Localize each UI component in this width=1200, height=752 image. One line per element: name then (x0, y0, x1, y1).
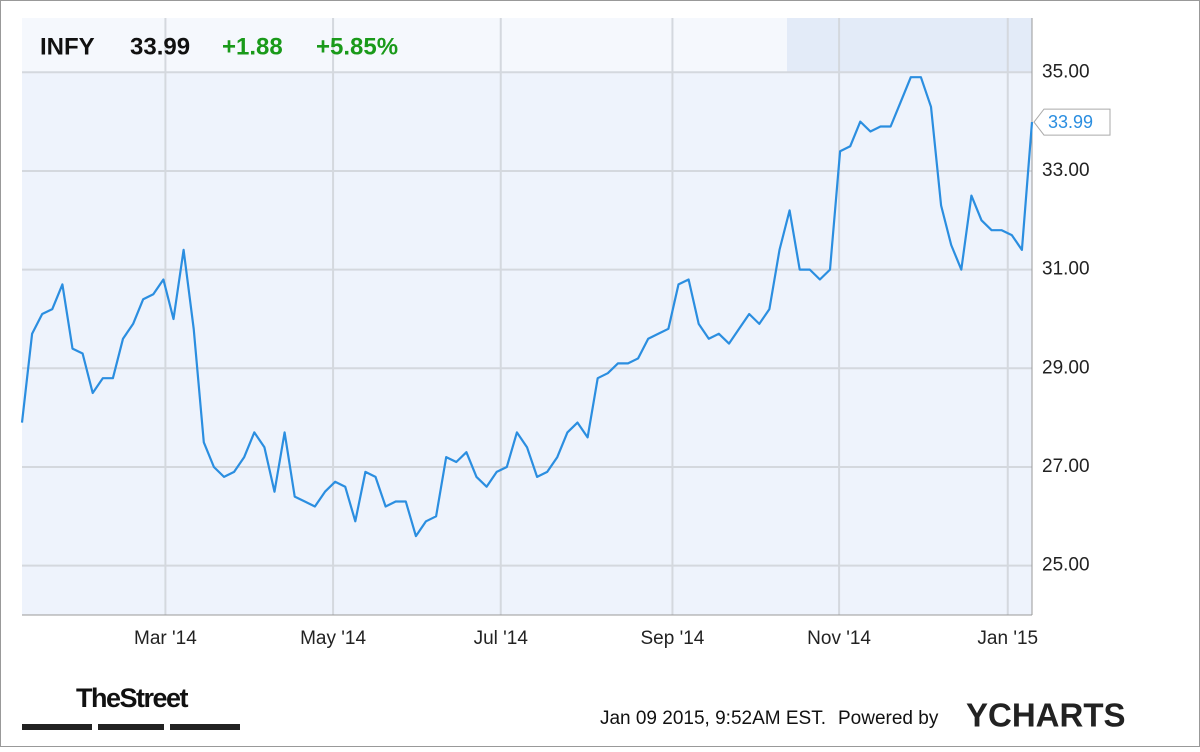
plot-area (22, 18, 1032, 615)
y-tick-label: 31.00 (1042, 259, 1090, 280)
logo-bar (22, 724, 92, 730)
y-tick-label: 25.00 (1042, 555, 1090, 576)
price-flag (1033, 108, 1111, 136)
price: 33.99 (130, 33, 190, 60)
y-tick-label: 33.00 (1042, 160, 1090, 181)
logo-bar (170, 724, 240, 730)
change: +1.88 (222, 33, 283, 60)
x-tick-label: Sep '14 (641, 628, 705, 649)
header-box (22, 18, 787, 72)
powered-by: Powered by (838, 708, 939, 729)
logo-bar (98, 724, 164, 730)
price-line (20, 76, 1034, 538)
x-tick-label: Jul '14 (474, 628, 529, 649)
y-tick-label: 29.00 (1042, 357, 1090, 378)
y-tick-label: 35.00 (1042, 61, 1090, 82)
brand: YCHARTS (966, 697, 1126, 734)
y-tick-label: 27.00 (1042, 456, 1090, 477)
x-tick-label: May '14 (300, 628, 366, 649)
header-shade (787, 18, 1032, 72)
change-percent: +5.85% (316, 33, 398, 60)
x-tick-label: Nov '14 (807, 628, 871, 649)
x-tick-label: Jan '15 (977, 628, 1038, 649)
publisher: TheStreet (76, 683, 189, 713)
x-tick-label: Mar '14 (134, 628, 197, 649)
price-flag-label: 33.99 (1048, 112, 1093, 132)
ticker: INFY (40, 33, 95, 60)
timestamp: Jan 09 2015, 9:52AM EST. (600, 708, 826, 729)
